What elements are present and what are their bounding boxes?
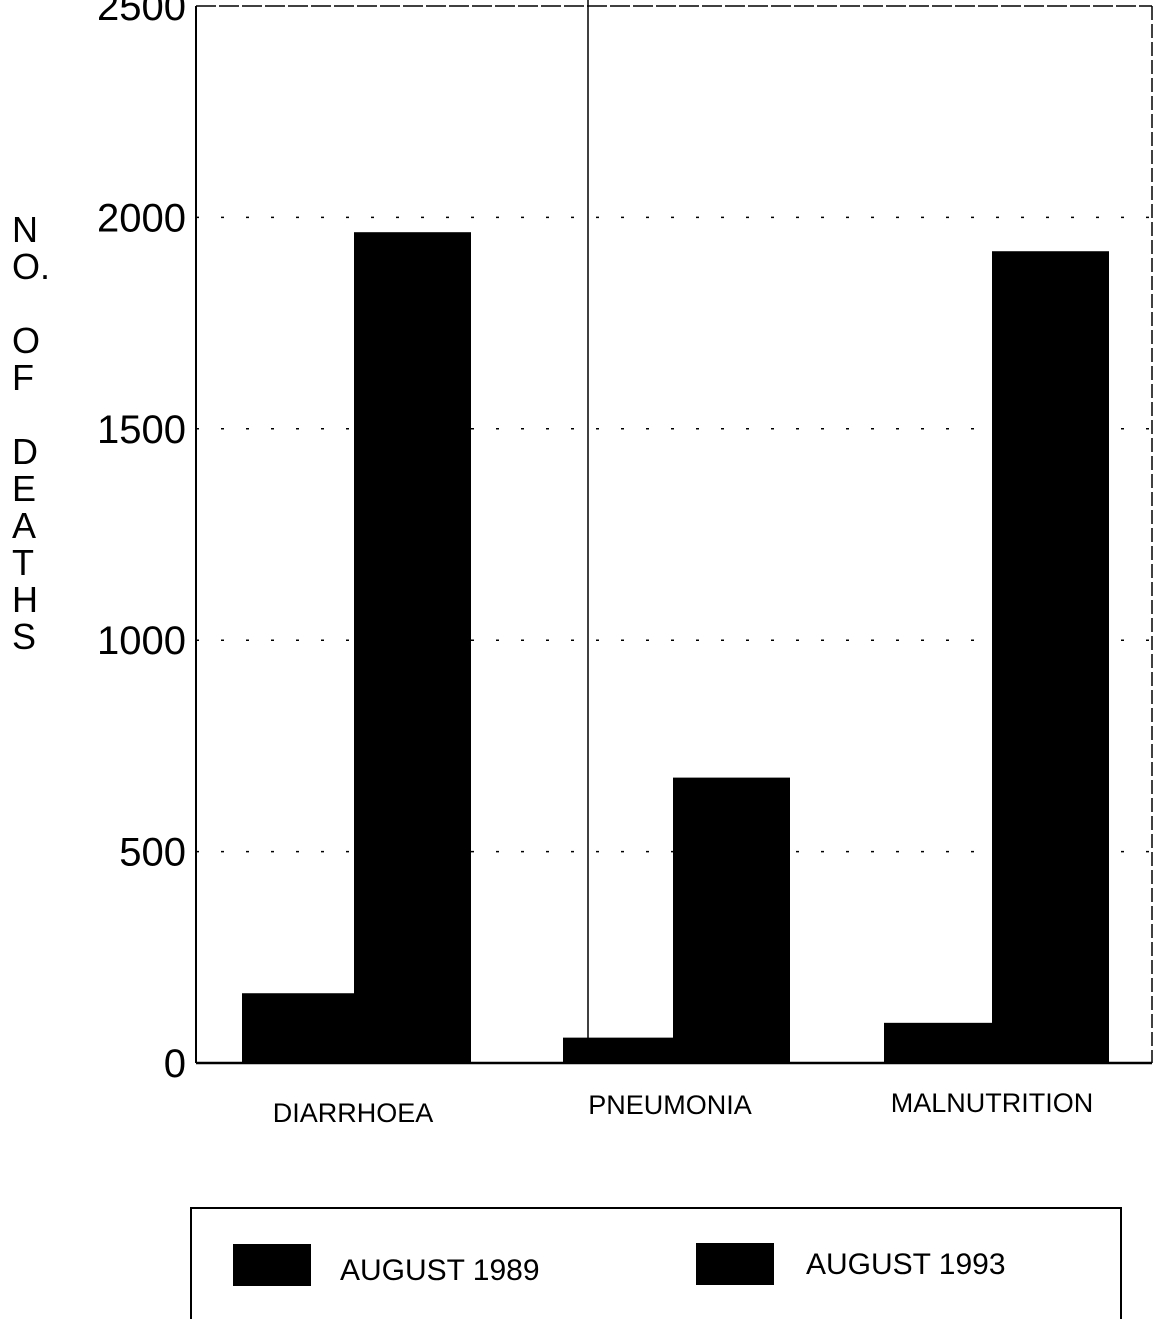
x-category-label: DIARRHOEA (273, 1098, 434, 1128)
bar (354, 232, 471, 1063)
ylabel-char: A (12, 505, 36, 546)
ylabel-char: E (12, 468, 36, 509)
legend-box (190, 1207, 1122, 1319)
bar (673, 777, 790, 1063)
ylabel-char: F (12, 357, 34, 398)
y-tick-label: 1000 (97, 619, 186, 663)
y-tick-labels: 0 500 1000 1500 2000 2500 (97, 0, 186, 1086)
legend-label: AUGUST 1989 (340, 1254, 540, 1287)
y-tick-label: 2000 (97, 196, 186, 240)
ylabel-char: T (12, 542, 34, 583)
legend-swatch (233, 1244, 311, 1286)
legend: AUGUST 1989 AUGUST 1993 (190, 1207, 1122, 1319)
bar (563, 1037, 673, 1063)
y-tick-label: 2500 (97, 0, 186, 29)
x-category-labels: DIARRHOEA PNEUMONIA MALNUTRITION (273, 1088, 1094, 1128)
ylabel-char: S (12, 616, 36, 657)
x-category-label: PNEUMONIA (588, 1090, 752, 1120)
bar (992, 251, 1109, 1063)
legend-label: AUGUST 1993 (806, 1248, 1006, 1281)
ylabel-char: N (12, 209, 38, 250)
bar (242, 993, 354, 1063)
y-tick-label: 500 (119, 831, 186, 875)
bars (242, 232, 1109, 1063)
ylabel-char: D (12, 431, 38, 472)
bar (884, 1022, 992, 1063)
y-tick-label: 1500 (97, 408, 186, 452)
ylabel-char: H (12, 579, 38, 620)
ylabel-char: O (12, 320, 40, 361)
legend-swatch (696, 1243, 774, 1285)
ylabel-char: O. (12, 246, 50, 287)
x-category-label: MALNUTRITION (891, 1088, 1094, 1118)
y-tick-label: 0 (164, 1042, 186, 1086)
